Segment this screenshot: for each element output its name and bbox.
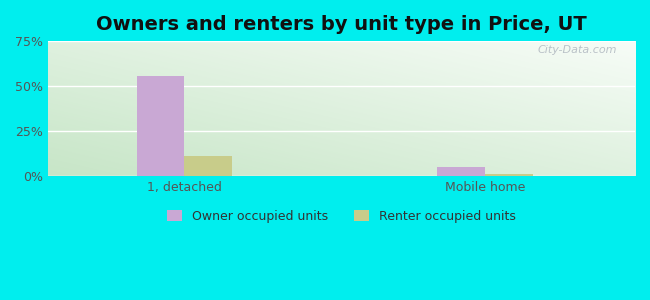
Legend: Owner occupied units, Renter occupied units: Owner occupied units, Renter occupied un…	[164, 206, 519, 227]
Title: Owners and renters by unit type in Price, UT: Owners and renters by unit type in Price…	[96, 15, 587, 34]
Bar	[185, 155, 232, 176]
Bar	[136, 76, 185, 176]
Bar	[437, 167, 485, 176]
Bar	[485, 174, 532, 176]
Text: City-Data.com: City-Data.com	[538, 45, 617, 55]
